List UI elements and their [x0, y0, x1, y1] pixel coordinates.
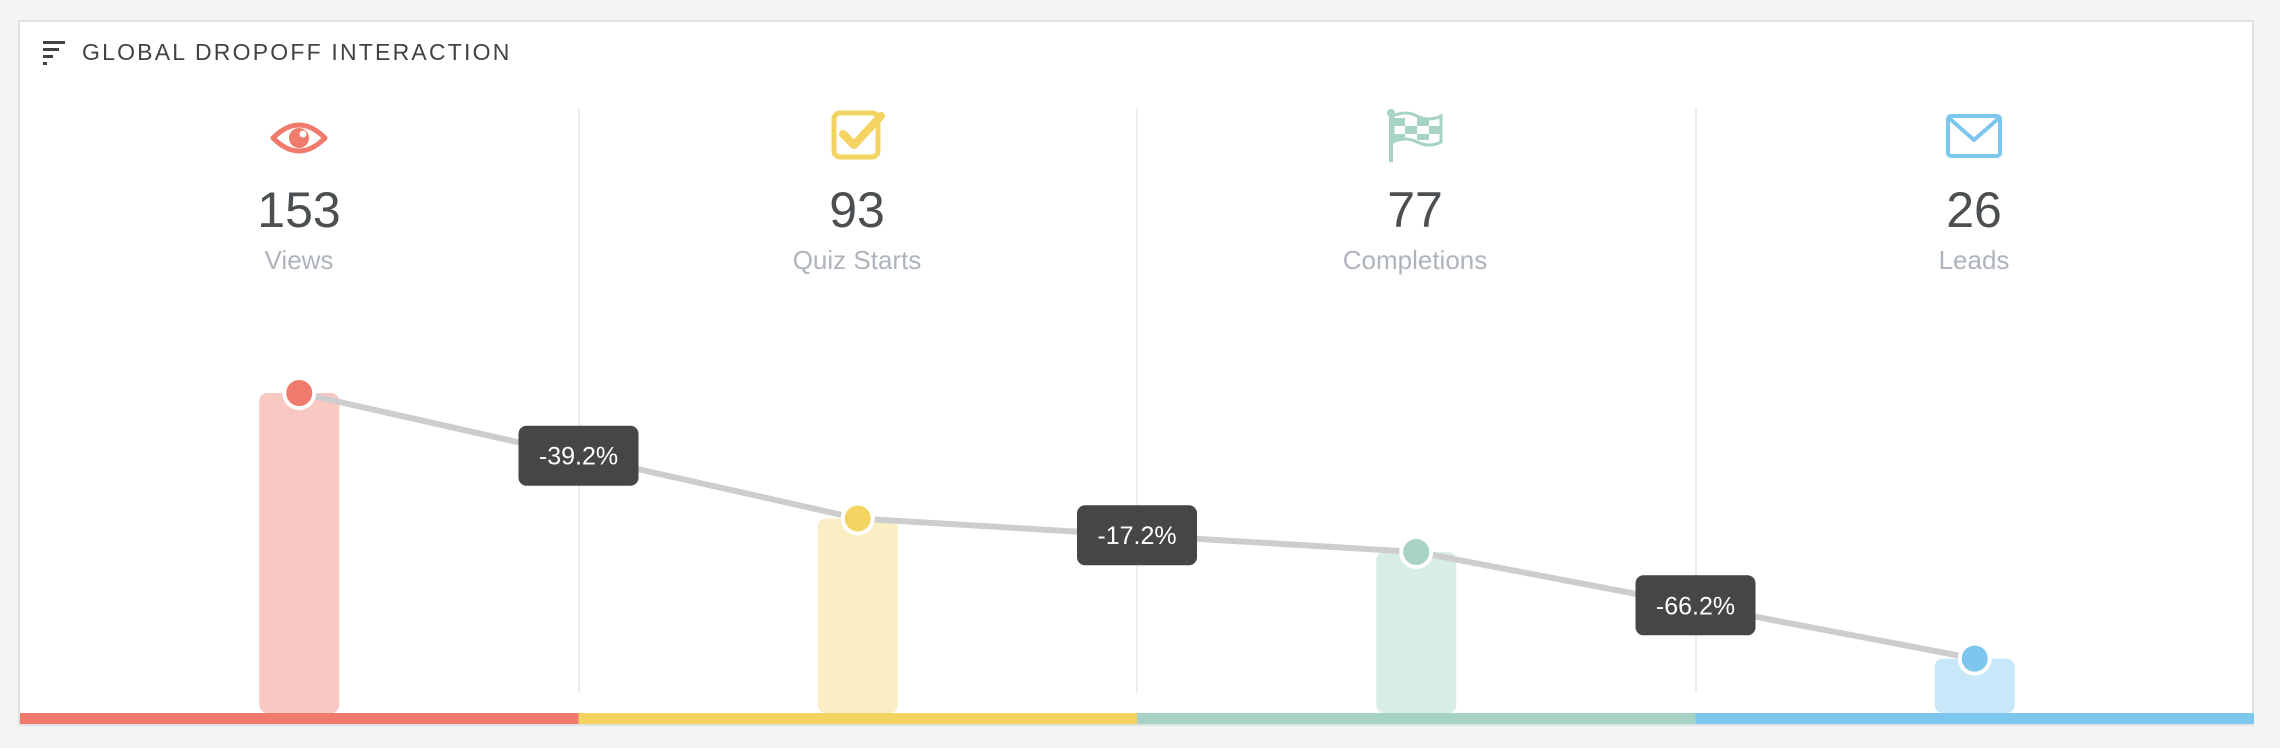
column-divider: [578, 108, 580, 693]
funnel-bars-icon: [43, 41, 65, 65]
column-divider: [1695, 108, 1697, 693]
dropoff-badge: [1635, 575, 1756, 636]
bar-leads: [1934, 658, 2015, 713]
data-point: [282, 376, 317, 410]
dropoff-badge: [1077, 505, 1197, 566]
envelope-icon: [1946, 114, 2002, 158]
data-point: [840, 501, 875, 536]
column-completions: 77 Completions: [1136, 108, 1694, 276]
data-point: [1957, 641, 1992, 676]
column-quiz-starts: 93 Quiz Starts: [578, 108, 1136, 276]
bar-quiz-starts: [817, 518, 898, 713]
column-views: 153 Views: [20, 108, 578, 276]
dropoff-label: -39.2%: [539, 443, 618, 471]
panel-header: GLOBAL DROPOFF INTERACTION: [42, 32, 512, 72]
dropoff-label: -17.2%: [1097, 522, 1176, 550]
views-value: 153: [257, 182, 341, 238]
completions-label: Completions: [1342, 245, 1488, 275]
dropoff-badge: [518, 425, 639, 486]
bar-views: [259, 393, 340, 713]
column-leads: 26 Leads: [1695, 108, 2253, 276]
baseline-strip: [1695, 713, 2254, 724]
baseline-strip: [20, 713, 579, 724]
checkered-flag-icon: [1387, 109, 1443, 162]
panel-title: GLOBAL DROPOFF INTERACTION: [82, 38, 512, 65]
data-point: [1399, 534, 1434, 569]
baseline-strip: [1137, 713, 1696, 724]
bar-completions: [1376, 551, 1457, 713]
views-label: Views: [264, 245, 334, 275]
leads-value: 26: [1946, 182, 2002, 238]
checkbox-icon: [831, 110, 885, 160]
baseline-strip: [578, 713, 1137, 724]
quiz-starts-value: 93: [829, 182, 885, 238]
completions-value: 77: [1387, 182, 1443, 238]
quiz-starts-label: Quiz Starts: [792, 245, 922, 275]
dropoff-label: -66.2%: [1656, 592, 1735, 620]
column-divider: [1136, 108, 1138, 693]
eye-icon: [270, 122, 328, 154]
leads-label: Leads: [1938, 245, 2010, 275]
